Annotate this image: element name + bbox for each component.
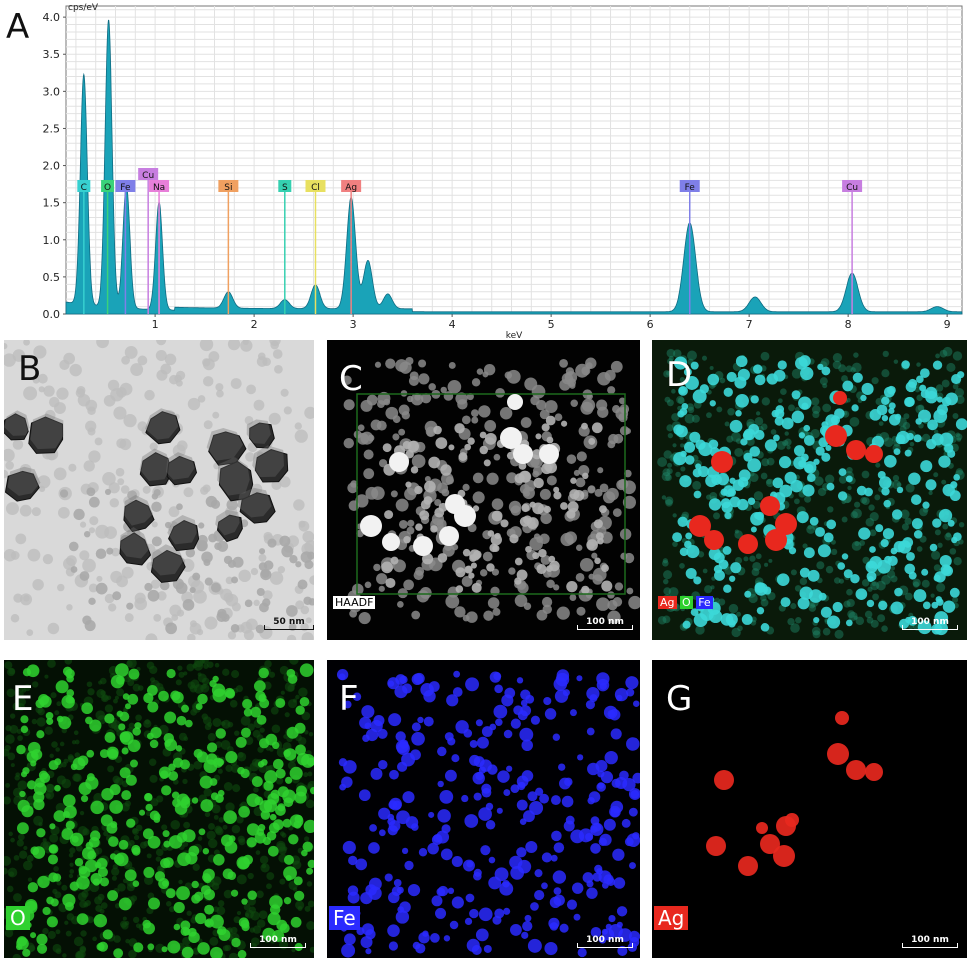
x-tick-label: 6 (647, 318, 654, 331)
element-marker-box (278, 180, 292, 192)
element-marker-label: C (81, 183, 87, 193)
x-tick-label: 8 (845, 318, 852, 331)
element-marker-box (101, 180, 115, 192)
oxygen-map-image (4, 660, 314, 958)
x-tick-label: 1 (152, 318, 159, 331)
y-tick-label: 2.0 (43, 160, 61, 173)
element-marker-label: Fe (685, 183, 696, 193)
element-marker-box (115, 180, 136, 192)
scale-bar-label: 100 nm (259, 935, 297, 945)
oxygen-map-panel: E O 100 nm (4, 660, 314, 958)
spectrum-series (65, 19, 963, 315)
x-tick-label: 2 (251, 318, 258, 331)
legend-o: O (680, 596, 693, 609)
y-tick-label: 1.5 (43, 197, 61, 210)
silver-map-image (706, 711, 883, 876)
element-marker-label: O (104, 183, 111, 193)
y-tick-label: 3.0 (43, 85, 61, 98)
element-marker-box (138, 168, 159, 180)
composite-map-panel: D Ag O Fe 100 nm (652, 340, 967, 640)
plot-area (65, 5, 963, 315)
legend-fe: Fe (696, 596, 713, 609)
scale-bar-g: 100 nm (902, 935, 958, 948)
haadf-image (342, 357, 640, 625)
y-axis-label: cps/eV (68, 3, 99, 13)
y-tick-label: 4.0 (43, 11, 61, 24)
scale-bar-label: 100 nm (586, 617, 624, 627)
element-label-ag: Ag (654, 906, 689, 930)
x-tick-label: 4 (449, 318, 456, 331)
iron-map-image (336, 669, 640, 958)
eds-spectrum-chart: 0.0 0.5 1.0 1.5 2.0 2.5 3.0 3.5 4.0 1 2 3 4 5 6 7 8 9 cps/… (43, 3, 963, 340)
legend-ag: Ag (658, 596, 677, 609)
element-marker-label: S (282, 183, 288, 193)
scale-bar-f: 100 nm (577, 935, 633, 948)
element-marker-box (149, 180, 170, 192)
silver-map-panel: G Ag 100 nm (652, 660, 967, 958)
scale-bar-label: 50 nm (273, 617, 305, 627)
element-marker-label: Cu (142, 171, 154, 181)
panel-letter-b: B (18, 349, 42, 389)
element-label-fe: Fe (329, 906, 360, 930)
element-marker-box (218, 180, 239, 192)
x-tick-label: 5 (548, 318, 555, 331)
panel-letter-a: A (6, 7, 30, 47)
y-tick-label: 0.5 (43, 271, 61, 284)
element-marker-label: Ag (345, 183, 357, 193)
tem-image-panel: B 50 nm (4, 340, 314, 640)
element-marker-label: Cu (846, 183, 858, 193)
scale-bar-e: 100 nm (250, 935, 306, 948)
element-marker-label: Fe (120, 183, 131, 193)
x-tick-label: 9 (944, 318, 951, 331)
tem-image (4, 340, 314, 640)
haadf-tag: HAADF (333, 596, 376, 609)
element-marker-box (341, 180, 362, 192)
panel-letter-d: D (666, 355, 693, 395)
composite-legend: Ag O Fe (658, 596, 713, 609)
y-tick-label: 2.5 (43, 122, 61, 135)
iron-map-panel: F Fe 100 nm (327, 660, 640, 958)
y-tick-label: 3.5 (43, 48, 61, 61)
haadf-image-panel: C HAADF 100 nm (327, 340, 640, 640)
scale-bar-d: 100 nm (902, 617, 958, 630)
scale-bar-label: 100 nm (911, 935, 949, 945)
element-marker-box (77, 180, 91, 192)
element-label-o: O (6, 906, 30, 930)
scale-bar-b: 50 nm (264, 617, 314, 630)
x-tick-label: 7 (746, 318, 753, 331)
scale-bar-label: 100 nm (586, 935, 624, 945)
panel-letter-g: G (666, 679, 693, 719)
element-marker-label: Cl (311, 183, 320, 193)
scale-bar-c: 100 nm (577, 617, 633, 630)
element-marker-label: Na (153, 183, 165, 193)
x-axis-label: keV (506, 331, 523, 340)
panel-letter-f: F (339, 679, 359, 719)
scale-bar-label: 100 nm (911, 617, 949, 627)
x-tick-label: 3 (350, 318, 357, 331)
element-marker-box (842, 180, 863, 192)
composite-map-image (657, 346, 967, 639)
y-tick-label: 0.0 (43, 308, 61, 321)
panel-letter-c: C (339, 359, 363, 399)
element-marker-box (679, 180, 700, 192)
element-marker-label: Si (224, 183, 232, 193)
panel-letter-e: E (12, 679, 34, 719)
y-tick-label: 1.0 (43, 234, 61, 247)
element-marker-box (305, 180, 326, 192)
